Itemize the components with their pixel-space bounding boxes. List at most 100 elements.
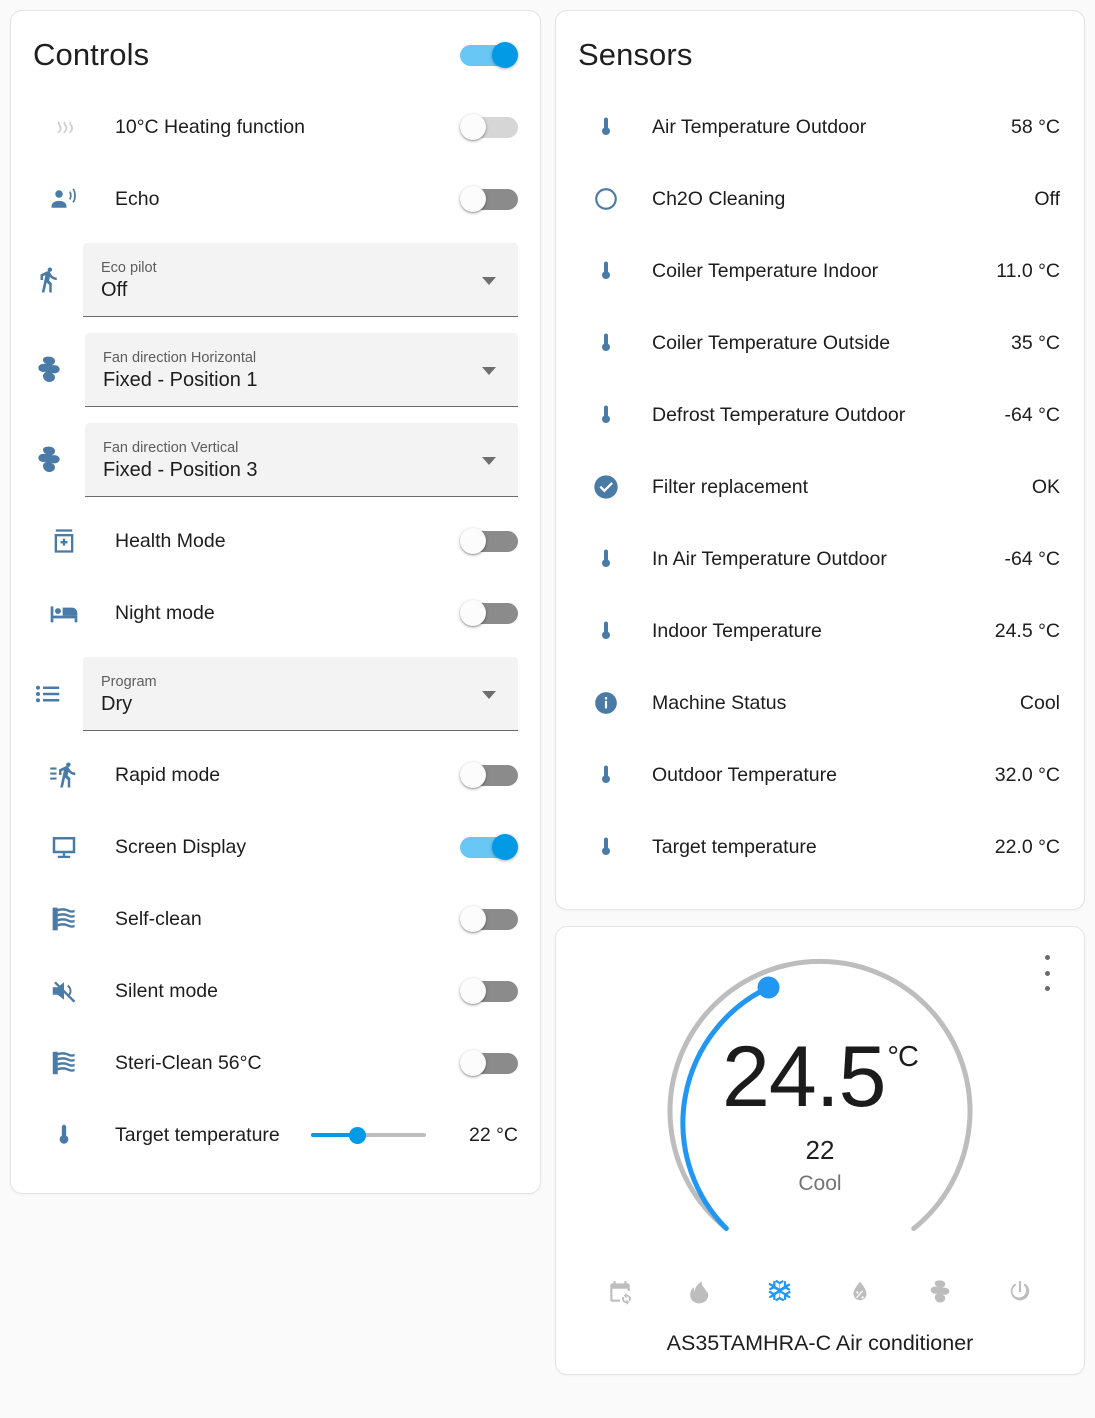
control-widget xyxy=(460,762,518,788)
sensor-row[interactable]: In Air Temperature Outdoor -64 °C xyxy=(578,523,1062,595)
control-widget xyxy=(460,114,518,140)
sensor-row[interactable]: Ch2O Cleaning Off xyxy=(578,163,1062,235)
control-row-target-temperature[interactable]: Target temperature 22 °C xyxy=(33,1099,518,1171)
toggle-self-clean[interactable] xyxy=(460,906,518,932)
toggle-silent-mode[interactable] xyxy=(460,978,518,1004)
select-value: Fixed - Position 3 xyxy=(103,458,258,481)
sensor-row[interactable]: Target temperature 22.0 °C xyxy=(578,811,1062,883)
control-row-heating-function[interactable]: 10°C Heating function xyxy=(33,91,518,163)
toggle-knob xyxy=(460,600,486,626)
sensor-name: Coiler Temperature Indoor xyxy=(652,259,879,282)
control-row-night-mode[interactable]: Night mode xyxy=(33,577,518,649)
thermostat-dial[interactable]: 24.5 °C 22 Cool xyxy=(572,941,1068,1271)
select-fan-direction-vertical[interactable]: Fan direction Vertical Fixed - Position … xyxy=(85,423,518,497)
select-program[interactable]: Program Dry xyxy=(83,657,518,731)
air-filter-icon xyxy=(33,904,95,934)
control-row-health-mode[interactable]: Health Mode xyxy=(33,505,518,577)
mode-button-off[interactable] xyxy=(1003,1275,1037,1309)
sensor-row[interactable]: Defrost Temperature Outdoor -64 °C xyxy=(578,379,1062,451)
thermometer-icon xyxy=(578,115,634,139)
left-column: Controls 10°C Heating function xyxy=(10,10,541,1408)
control-row-self-clean[interactable]: Self-clean xyxy=(33,883,518,955)
medicine-jar-icon xyxy=(33,527,95,555)
toggle-knob xyxy=(460,186,486,212)
control-row-steri-clean[interactable]: Steri-Clean 56°C xyxy=(33,1027,518,1099)
toggle-night-mode[interactable] xyxy=(460,600,518,626)
sensor-value: 35 °C xyxy=(1011,331,1060,354)
control-row-fan-direction-vertical[interactable]: Fan direction Vertical Fixed - Position … xyxy=(33,415,518,505)
toggle-steri-clean[interactable] xyxy=(460,1050,518,1076)
fan-icon xyxy=(930,1280,950,1303)
mode-button-cool[interactable] xyxy=(763,1275,797,1309)
dot xyxy=(1044,986,1050,991)
dial-arc[interactable] xyxy=(655,941,985,1271)
thermometer-icon xyxy=(578,763,634,787)
sensor-value: -64 °C xyxy=(1004,547,1060,570)
control-label: Self-clean xyxy=(115,907,202,930)
select-label: Program xyxy=(101,673,157,690)
sensor-name: Air Temperature Outdoor xyxy=(652,115,867,138)
sensor-row[interactable]: Air Temperature Outdoor 58 °C xyxy=(578,91,1062,163)
toggle-echo[interactable] xyxy=(460,186,518,212)
sensor-name: Filter replacement xyxy=(652,475,809,498)
more-options-icon[interactable] xyxy=(1036,955,1058,991)
target-temperature-slider[interactable] xyxy=(311,1125,426,1145)
control-row-rapid-mode[interactable]: Rapid mode xyxy=(33,739,518,811)
control-row-fan-direction-horizontal[interactable]: Fan direction Horizontal Fixed - Positio… xyxy=(33,325,518,415)
master-power-toggle[interactable] xyxy=(460,42,518,68)
sensor-name: In Air Temperature Outdoor xyxy=(652,547,887,570)
sensor-list: Air Temperature Outdoor 58 °C Ch2O Cleanin… xyxy=(578,91,1062,883)
slider-thumb[interactable] xyxy=(349,1126,366,1144)
toggle-knob xyxy=(492,42,518,68)
toggle-heating-function[interactable] xyxy=(460,114,518,140)
sensor-row[interactable]: Coiler Temperature Outside 35 °C xyxy=(578,307,1062,379)
device-name: AS35TAMHRA-C Air conditioner xyxy=(666,1331,974,1355)
dial-handle xyxy=(757,976,780,999)
control-row-eco-pilot[interactable]: Eco pilot Off xyxy=(33,235,518,325)
calendar-sync-icon xyxy=(610,1281,631,1305)
toggle-health-mode[interactable] xyxy=(460,528,518,554)
sensor-value: Cool xyxy=(1019,691,1060,714)
toggle-screen-display[interactable] xyxy=(460,834,518,860)
select-eco-pilot[interactable]: Eco pilot Off xyxy=(83,243,518,317)
chevron-down-icon xyxy=(482,690,496,699)
flame-icon xyxy=(690,1281,709,1304)
control-row-screen-display[interactable]: Screen Display xyxy=(33,811,518,883)
sensor-value: 22.0 °C xyxy=(994,835,1060,858)
slider-track xyxy=(311,1133,426,1137)
sensor-row[interactable]: Filter replacement OK xyxy=(578,451,1062,523)
thermometer-icon xyxy=(578,547,634,571)
sensor-row[interactable]: Indoor Temperature 24.5 °C xyxy=(578,595,1062,667)
control-widget xyxy=(460,528,518,554)
sensor-row[interactable]: Outdoor Temperature 32.0 °C xyxy=(578,739,1062,811)
control-row-echo[interactable]: Echo xyxy=(33,163,518,235)
mode-button-auto[interactable] xyxy=(603,1275,637,1309)
snowflake-icon xyxy=(768,1280,791,1302)
sensor-value: 58 °C xyxy=(1011,115,1060,138)
sensor-row[interactable]: Machine Status Cool xyxy=(578,667,1062,739)
mode-button-fan-only[interactable] xyxy=(923,1275,957,1309)
toggle-knob xyxy=(460,978,486,1004)
toggle-rapid-mode[interactable] xyxy=(460,762,518,788)
sensors-title: Sensors xyxy=(578,37,693,72)
control-widget xyxy=(460,186,518,212)
control-label: 10°C Heating function xyxy=(115,115,305,138)
sensor-name: Defrost Temperature Outdoor xyxy=(652,403,906,426)
select-fan-direction-horizontal[interactable]: Fan direction Horizontal Fixed - Positio… xyxy=(85,333,518,407)
control-label: Target temperature xyxy=(115,1123,280,1146)
control-label: Echo xyxy=(115,187,160,210)
sensor-value: 11.0 °C xyxy=(996,259,1060,282)
sensors-header: Sensors xyxy=(578,37,1062,73)
right-column: Sensors Air Temperature Outdoor 58 °C Ch2O… xyxy=(555,10,1085,1408)
select-value: Off xyxy=(101,278,128,301)
control-row-program[interactable]: Program Dry xyxy=(33,649,518,739)
control-row-silent-mode[interactable]: Silent mode xyxy=(33,955,518,1027)
mode-button-dry[interactable] xyxy=(843,1275,877,1309)
control-widget xyxy=(460,600,518,626)
sensor-row[interactable]: Coiler Temperature Indoor 11.0 °C xyxy=(578,235,1062,307)
thermometer-icon xyxy=(33,1122,95,1148)
sensors-card: Sensors Air Temperature Outdoor 58 °C Ch2O… xyxy=(555,10,1085,910)
select-label: Fan direction Horizontal xyxy=(103,349,257,366)
control-widget xyxy=(460,834,518,860)
mode-button-heat[interactable] xyxy=(683,1275,717,1309)
